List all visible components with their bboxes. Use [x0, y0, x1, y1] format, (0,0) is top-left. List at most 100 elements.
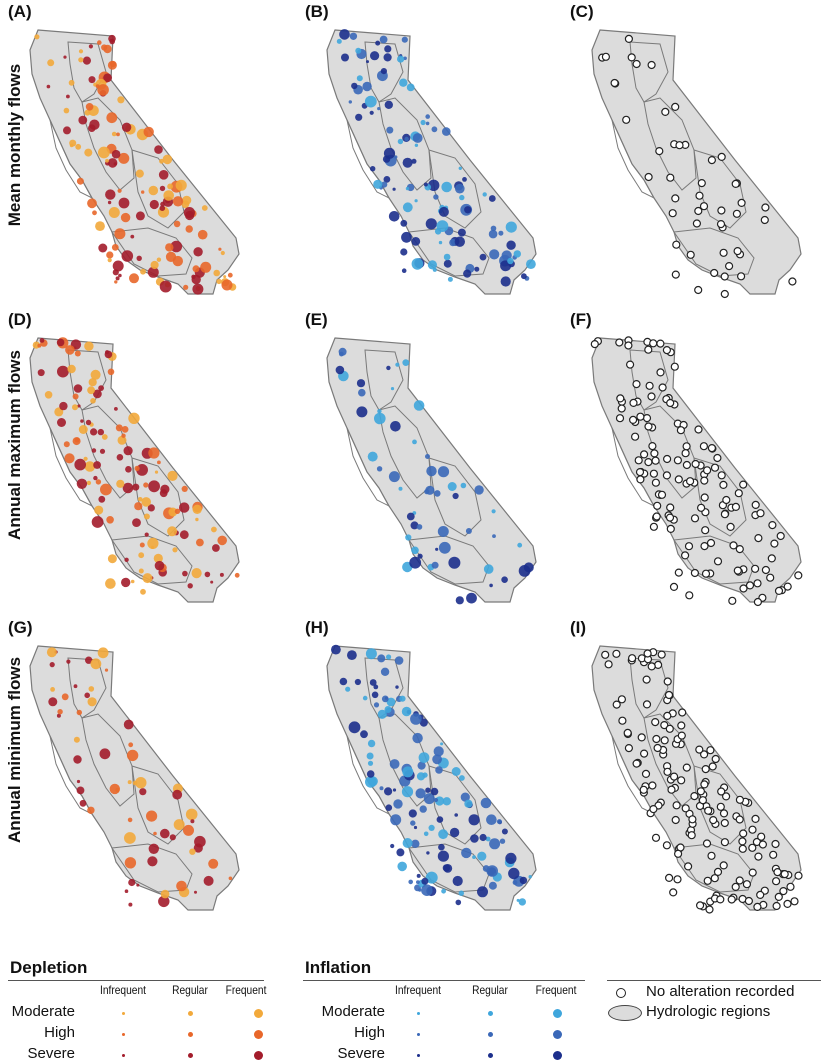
no-alteration-site — [682, 460, 692, 470]
legend-divider — [8, 980, 264, 981]
depletion-site — [158, 895, 170, 908]
inflation-site — [425, 114, 430, 119]
no-alteration-site — [672, 240, 681, 249]
legend-depletion-title: Depletion — [10, 958, 88, 977]
depletion-site — [140, 268, 146, 275]
inflation-site — [441, 181, 452, 193]
california-outline — [29, 645, 240, 911]
no-alteration-site — [716, 220, 726, 229]
no-alteration-site — [651, 456, 660, 465]
no-alteration-site — [713, 453, 722, 463]
inflation-site — [401, 706, 412, 717]
depletion-site — [190, 819, 195, 824]
depletion-site — [73, 384, 83, 393]
no-alteration-site — [735, 545, 744, 554]
inflation-site — [341, 53, 349, 62]
no-alteration-site — [690, 568, 700, 578]
no-alteration-site — [656, 368, 665, 377]
no-alteration-site — [649, 522, 659, 531]
inflation-site — [392, 788, 397, 792]
no-alteration-site — [634, 456, 643, 465]
no-alteration-site — [701, 526, 710, 535]
panel-label: (H) — [305, 618, 329, 637]
depletion-site — [49, 662, 55, 668]
no-alteration-site — [779, 887, 788, 896]
inflation-site — [388, 211, 400, 222]
inflation-site — [402, 766, 414, 778]
depletion-site — [170, 240, 183, 253]
hydrologic-region-boundary — [673, 535, 755, 585]
inflation-site — [423, 793, 435, 805]
no-alteration-site — [731, 179, 740, 188]
inflation-site — [482, 192, 487, 197]
depletion-site — [69, 143, 74, 148]
depletion-site — [158, 170, 169, 180]
no-alteration-site — [661, 107, 670, 117]
inflation-site — [489, 838, 501, 850]
inflation-site — [406, 512, 415, 521]
inflation-site — [465, 528, 472, 534]
inflation-site — [397, 861, 407, 872]
depletion-site — [105, 578, 116, 589]
depletion-site — [64, 453, 75, 464]
inflation-site — [377, 654, 386, 663]
inflation-site — [470, 834, 479, 843]
depletion-site — [221, 279, 233, 291]
depletion-site — [59, 401, 68, 411]
inflation-site — [414, 199, 418, 203]
inflation-site — [466, 592, 477, 604]
no-alteration-site — [731, 502, 740, 511]
inflation-site — [425, 787, 431, 793]
no-alteration-site — [719, 809, 729, 818]
california-map — [590, 336, 803, 607]
inflation-site — [380, 667, 390, 676]
depletion-site — [78, 115, 88, 125]
no-alteration-site — [612, 649, 621, 658]
no-alteration-site — [735, 795, 744, 804]
inflation-site — [464, 206, 472, 214]
legend-row-label: Moderate — [321, 1003, 385, 1020]
depletion-site — [128, 878, 136, 887]
california-map — [29, 29, 240, 295]
depletion-site — [117, 188, 122, 193]
inflation-site — [433, 797, 439, 803]
depletion-site — [85, 419, 92, 426]
no-alteration-site — [761, 565, 770, 575]
depletion-site — [138, 552, 145, 559]
no-alteration-site — [647, 392, 656, 401]
depletion-site — [84, 461, 96, 472]
inflation-site — [489, 249, 500, 260]
no-alteration-site — [707, 851, 716, 860]
no-alteration-site — [682, 442, 691, 451]
inflation-site — [393, 799, 403, 809]
depletion-site — [99, 748, 111, 760]
depletion-site — [82, 56, 91, 65]
no-alteration-site — [748, 825, 757, 834]
depletion-site — [115, 276, 120, 281]
inflation-site — [367, 739, 376, 748]
no-alteration-site — [637, 733, 646, 742]
legend-column-label: Frequent — [535, 983, 577, 997]
no-alteration-site — [786, 882, 795, 891]
inflation-site — [416, 524, 423, 530]
inflation-site — [489, 583, 493, 588]
inflation-site — [486, 814, 497, 825]
no-alteration-site — [717, 471, 726, 480]
depletion-site — [167, 470, 178, 481]
depletion-site — [50, 687, 55, 692]
inflation-site — [405, 534, 412, 541]
depletion-site — [83, 456, 88, 461]
inflation-site — [399, 78, 408, 87]
depletion-site — [148, 447, 160, 459]
no-alteration-site — [666, 503, 675, 512]
inflation-legend-swatch — [552, 1029, 562, 1039]
no-alteration-site — [719, 861, 728, 870]
inflation-legend-swatch — [416, 1032, 420, 1036]
hydrologic-region-boundary — [629, 349, 669, 411]
no-alteration-site — [699, 442, 708, 451]
depletion-site — [146, 810, 158, 822]
inflation-site — [394, 155, 398, 159]
depletion-site — [95, 479, 102, 485]
inflation-site — [384, 45, 392, 53]
inflation-site — [436, 220, 449, 233]
